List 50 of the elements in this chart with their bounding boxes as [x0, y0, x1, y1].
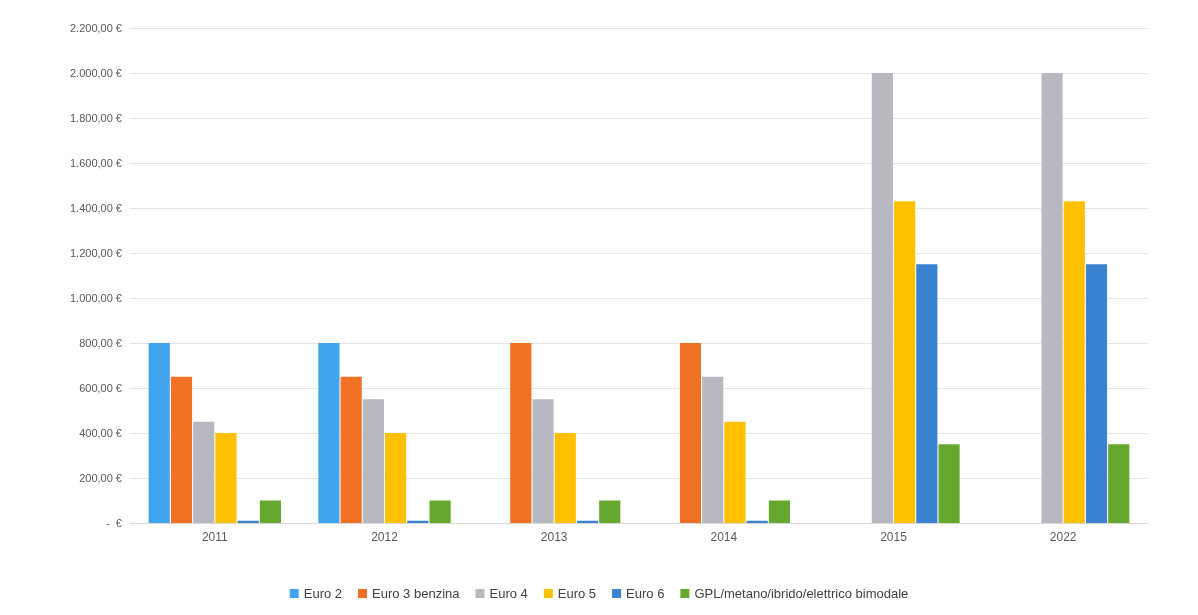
legend-label: Euro 2 — [303, 586, 343, 601]
legend-label: Euro 3 benzina — [372, 586, 461, 601]
bar — [768, 500, 790, 523]
legend-label: GPL/metano/ibrido/elettrico bimodale — [694, 586, 909, 601]
y-tick-label: 1.600,00 € — [70, 157, 122, 169]
bar — [894, 201, 916, 523]
y-tick-label: 1.000,00 € — [70, 292, 122, 304]
bar — [599, 500, 621, 523]
y-tick-label: 2.000,00 € — [70, 67, 122, 79]
bar — [554, 433, 576, 523]
bar — [702, 376, 724, 523]
x-tick-label: 2014 — [710, 530, 738, 544]
bar — [916, 264, 938, 523]
bar — [532, 399, 554, 523]
y-tick-label: 400,00 € — [79, 427, 122, 439]
x-tick-label: 2012 — [371, 530, 399, 544]
y-tick-label: 600,00 € — [79, 382, 122, 394]
bar — [148, 343, 170, 523]
bar — [429, 500, 451, 523]
bar — [1041, 73, 1063, 523]
bar — [318, 343, 340, 523]
legend-label: Euro 4 — [489, 586, 528, 601]
bar — [259, 500, 281, 523]
y-tick-label: - € — [106, 517, 122, 529]
bar — [1063, 201, 1085, 523]
legend-label: Euro 5 — [557, 586, 597, 601]
x-tick-label: 2022 — [1049, 530, 1077, 544]
bar — [385, 433, 407, 523]
bar — [340, 376, 362, 523]
bar — [871, 73, 893, 523]
legend-label: Euro 6 — [626, 586, 665, 601]
bar — [724, 421, 746, 523]
x-tick-label: 2011 — [201, 530, 229, 544]
y-tick-label: 800,00 € — [79, 337, 122, 349]
y-tick-label: 1.200,00 € — [70, 247, 122, 259]
y-tick-label: 1.800,00 € — [70, 112, 122, 124]
bar — [193, 421, 215, 523]
bar — [510, 343, 532, 523]
bar — [215, 433, 237, 523]
x-tick-label: 2015 — [880, 530, 908, 544]
bar — [1108, 444, 1130, 523]
y-tick-label: 1.400,00 € — [70, 202, 122, 214]
bar — [679, 343, 702, 523]
x-tick-label: 2013 — [540, 530, 568, 544]
bar — [362, 399, 384, 523]
y-tick-label: 2.200,00 € — [70, 22, 122, 34]
bar — [1085, 264, 1108, 523]
bar — [938, 444, 960, 523]
bar — [170, 376, 193, 523]
y-tick-label: 200,00 € — [79, 472, 122, 484]
